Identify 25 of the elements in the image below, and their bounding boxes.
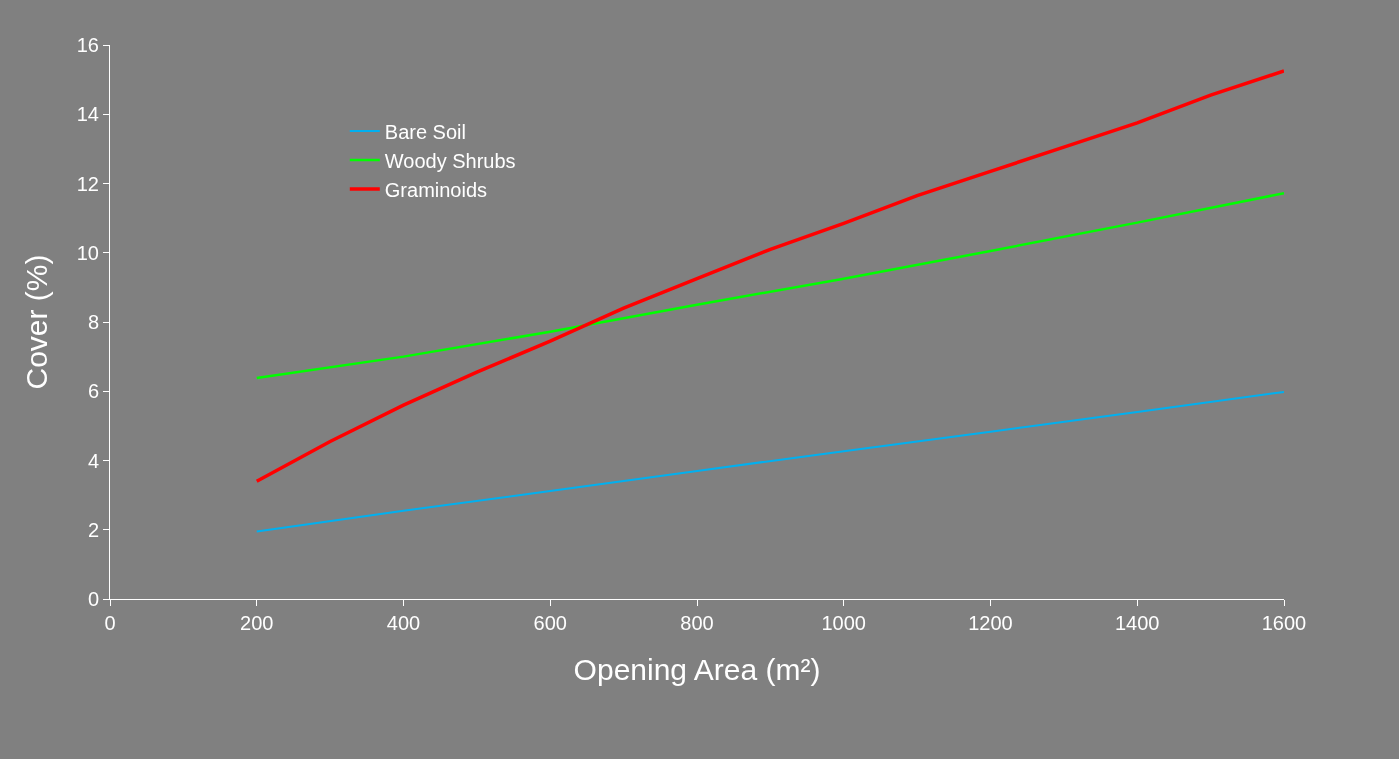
y-tick-label: 4 bbox=[87, 449, 99, 472]
x-tick-label: 1000 bbox=[821, 612, 866, 634]
y-tick-label: 2 bbox=[87, 518, 99, 541]
x-tick-label: 1600 bbox=[1261, 612, 1307, 634]
x-tick-label: 600 bbox=[533, 612, 567, 634]
legend-label: Graminoids bbox=[384, 178, 488, 201]
x-tick-label: 800 bbox=[680, 612, 714, 634]
line-series bbox=[255, 390, 1284, 533]
y-tick-label: 8 bbox=[87, 311, 99, 333]
y-tick-label: 10 bbox=[76, 241, 99, 264]
y-tick-label: 6 bbox=[87, 380, 99, 403]
y-tick-label: 0 bbox=[87, 588, 99, 610]
y-tick-label: 14 bbox=[76, 103, 99, 126]
x-tick-label: 1400 bbox=[1115, 612, 1160, 634]
x-tick-label: 0 bbox=[104, 612, 116, 634]
y-tick-label: 12 bbox=[76, 172, 99, 195]
x-tick-label: 400 bbox=[386, 612, 421, 634]
legend-label: Bare Soil bbox=[384, 120, 466, 143]
x-tick-label: 200 bbox=[240, 612, 274, 634]
x-axis-title: Opening Area (m²) bbox=[573, 652, 821, 686]
line-series bbox=[255, 69, 1284, 484]
legend-label: Woody Shrubs bbox=[384, 149, 516, 172]
x-tick-label: 1200 bbox=[968, 612, 1013, 634]
y-axis-title: Cover (%) bbox=[19, 254, 53, 390]
y-tick-label: 16 bbox=[76, 34, 99, 56]
